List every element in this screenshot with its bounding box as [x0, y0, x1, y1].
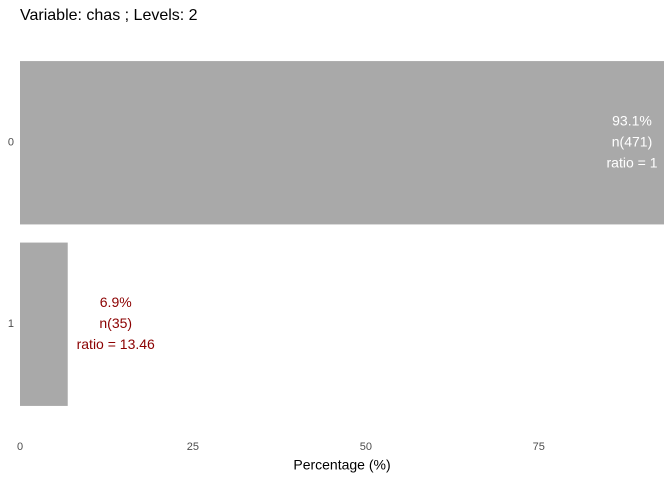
count-label: n(471) [612, 133, 652, 149]
bar [20, 61, 664, 225]
x-tick-label: 75 [533, 441, 545, 453]
x-tick-label: 50 [360, 441, 372, 453]
chart-title: Variable: chas ; Levels: 2 [20, 7, 198, 24]
x-tick-label: 25 [187, 441, 199, 453]
y-tick-label: 1 [8, 318, 14, 330]
bar [20, 242, 68, 406]
x-tick-label: 0 [17, 441, 23, 453]
ratio-label: ratio = 13.46 [77, 336, 155, 352]
ratio-label: ratio = 1 [607, 154, 658, 170]
x-axis-title: Percentage (%) [293, 457, 390, 473]
value-label: 6.9% [100, 294, 132, 310]
value-label: 93.1% [612, 112, 652, 128]
y-tick-label: 0 [8, 137, 14, 149]
count-label: n(35) [99, 315, 132, 331]
